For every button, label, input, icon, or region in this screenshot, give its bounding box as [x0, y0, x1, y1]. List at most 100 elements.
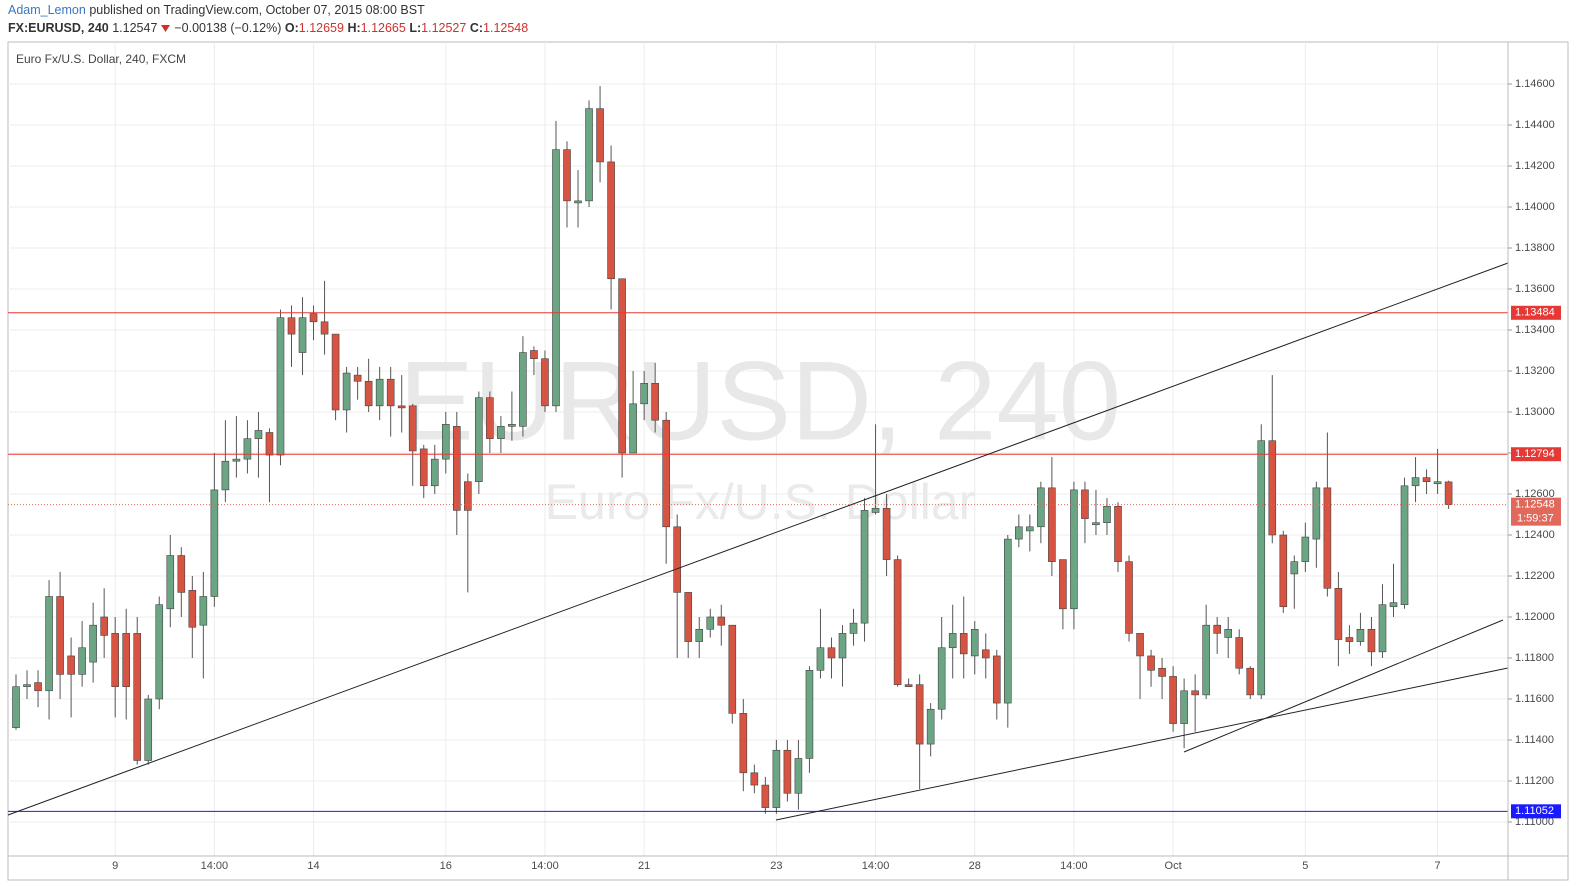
- candle-body: [1147, 655, 1155, 671]
- candle-body: [640, 383, 648, 405]
- candle-body: [1301, 536, 1310, 562]
- candle-body: [67, 655, 75, 675]
- trend-line: [775, 667, 1509, 821]
- candle-body: [78, 647, 86, 675]
- o-value: 1.12659: [298, 21, 344, 35]
- candle-body: [860, 510, 869, 624]
- candle-body: [199, 596, 208, 626]
- candle-body: [265, 432, 274, 456]
- candle-body: [1422, 477, 1431, 482]
- h-label: H:: [347, 21, 361, 35]
- candle-body: [419, 448, 428, 487]
- y-tick-label: 1.12000: [1515, 611, 1555, 623]
- candle-body: [750, 772, 759, 786]
- candle-body: [574, 200, 582, 204]
- y-tick-label: 1.12600: [1515, 488, 1555, 500]
- candle-body: [408, 405, 417, 452]
- o-label: O:: [284, 21, 299, 35]
- x-tick-label: 7: [1435, 860, 1441, 872]
- candle-body: [651, 383, 659, 421]
- y-tick-label: 1.11000: [1515, 816, 1554, 828]
- candle-body: [243, 438, 252, 460]
- candle-body: [772, 749, 781, 808]
- candle-body: [386, 378, 395, 407]
- candle-body: [441, 423, 450, 460]
- candle-body: [783, 749, 792, 794]
- last-price-box: [1511, 497, 1561, 526]
- candle-body: [1279, 534, 1288, 608]
- x-tick-label: 14:00: [201, 860, 229, 872]
- candle-body: [1092, 522, 1100, 526]
- candle-body: [1048, 487, 1056, 562]
- candle-body: [497, 426, 505, 439]
- frame: [7, 41, 1569, 881]
- candle-body: [486, 397, 494, 439]
- candle-body: [1037, 487, 1045, 528]
- l-value: 1.12527: [421, 21, 467, 35]
- y-tick-label: 1.14200: [1515, 160, 1555, 172]
- candle-body: [552, 149, 560, 407]
- y-tick-label: 1.13600: [1515, 283, 1555, 295]
- candle-body: [1180, 690, 1188, 724]
- x-tick-label: 14:00: [531, 860, 559, 872]
- y-tick-label: 1.13200: [1515, 365, 1555, 377]
- price-label-box: [1511, 305, 1561, 320]
- candle-body: [816, 647, 825, 671]
- candle-body: [1125, 561, 1133, 634]
- candle-body: [607, 161, 615, 280]
- candle-body: [1103, 505, 1111, 523]
- candle-body: [948, 633, 957, 649]
- author[interactable]: Adam_Lemon: [8, 3, 86, 17]
- candle-body: [530, 350, 538, 360]
- candle-body: [519, 352, 527, 427]
- candle-body: [937, 647, 946, 710]
- down-arrow: [160, 25, 170, 33]
- countdown: 1:59:37: [1517, 513, 1554, 525]
- candle-body: [618, 278, 626, 454]
- price-label: 1.11052: [1515, 805, 1554, 817]
- y-tick-label: 1.13000: [1515, 406, 1555, 418]
- candle-body: [1389, 602, 1398, 608]
- y-tick-label: 1.14400: [1515, 119, 1555, 131]
- candle-body: [739, 713, 748, 774]
- candle-body: [1356, 628, 1365, 642]
- candle-body: [838, 633, 847, 659]
- candle-body: [155, 604, 164, 700]
- candle-body: [166, 555, 175, 610]
- candle-body: [89, 624, 97, 663]
- candle-body: [1312, 487, 1321, 540]
- candle-body: [1169, 676, 1177, 724]
- candle-body: [452, 426, 461, 511]
- trend-line: [7, 262, 1509, 816]
- candle-body: [210, 489, 219, 597]
- c-label: C:: [469, 21, 484, 35]
- y-tick-label: 1.14600: [1515, 78, 1555, 90]
- y-tick-label: 1.14000: [1515, 201, 1555, 213]
- x-tick-label: 28: [969, 860, 981, 872]
- candle-body: [915, 684, 924, 745]
- candle-body: [761, 784, 770, 808]
- y-tick-label: 1.11200: [1515, 775, 1554, 787]
- candle-body: [541, 358, 549, 407]
- candle-body: [1026, 526, 1034, 532]
- candle-body: [1411, 477, 1420, 487]
- y-tick-label: 1.11600: [1515, 693, 1554, 705]
- trend-line: [1183, 619, 1504, 753]
- candle-body: [1070, 489, 1078, 610]
- candle-body: [662, 419, 670, 528]
- candle-body: [1235, 637, 1244, 669]
- candle-body: [684, 592, 693, 642]
- candle-body: [849, 622, 858, 634]
- candle-body: [1290, 561, 1299, 575]
- candle-body: [1268, 440, 1277, 536]
- x-tick-label: 16: [440, 860, 452, 872]
- candle-body: [221, 460, 230, 491]
- price-label: 1.12794: [1515, 448, 1555, 460]
- candle-body: [23, 684, 31, 687]
- candle-body: [959, 633, 968, 655]
- header: Adam_Lemon published on TradingView.com,…: [8, 0, 528, 37]
- candle-body: [926, 708, 935, 745]
- candle-body: [904, 684, 913, 687]
- candle-body: [563, 149, 571, 202]
- candle-body: [893, 559, 902, 685]
